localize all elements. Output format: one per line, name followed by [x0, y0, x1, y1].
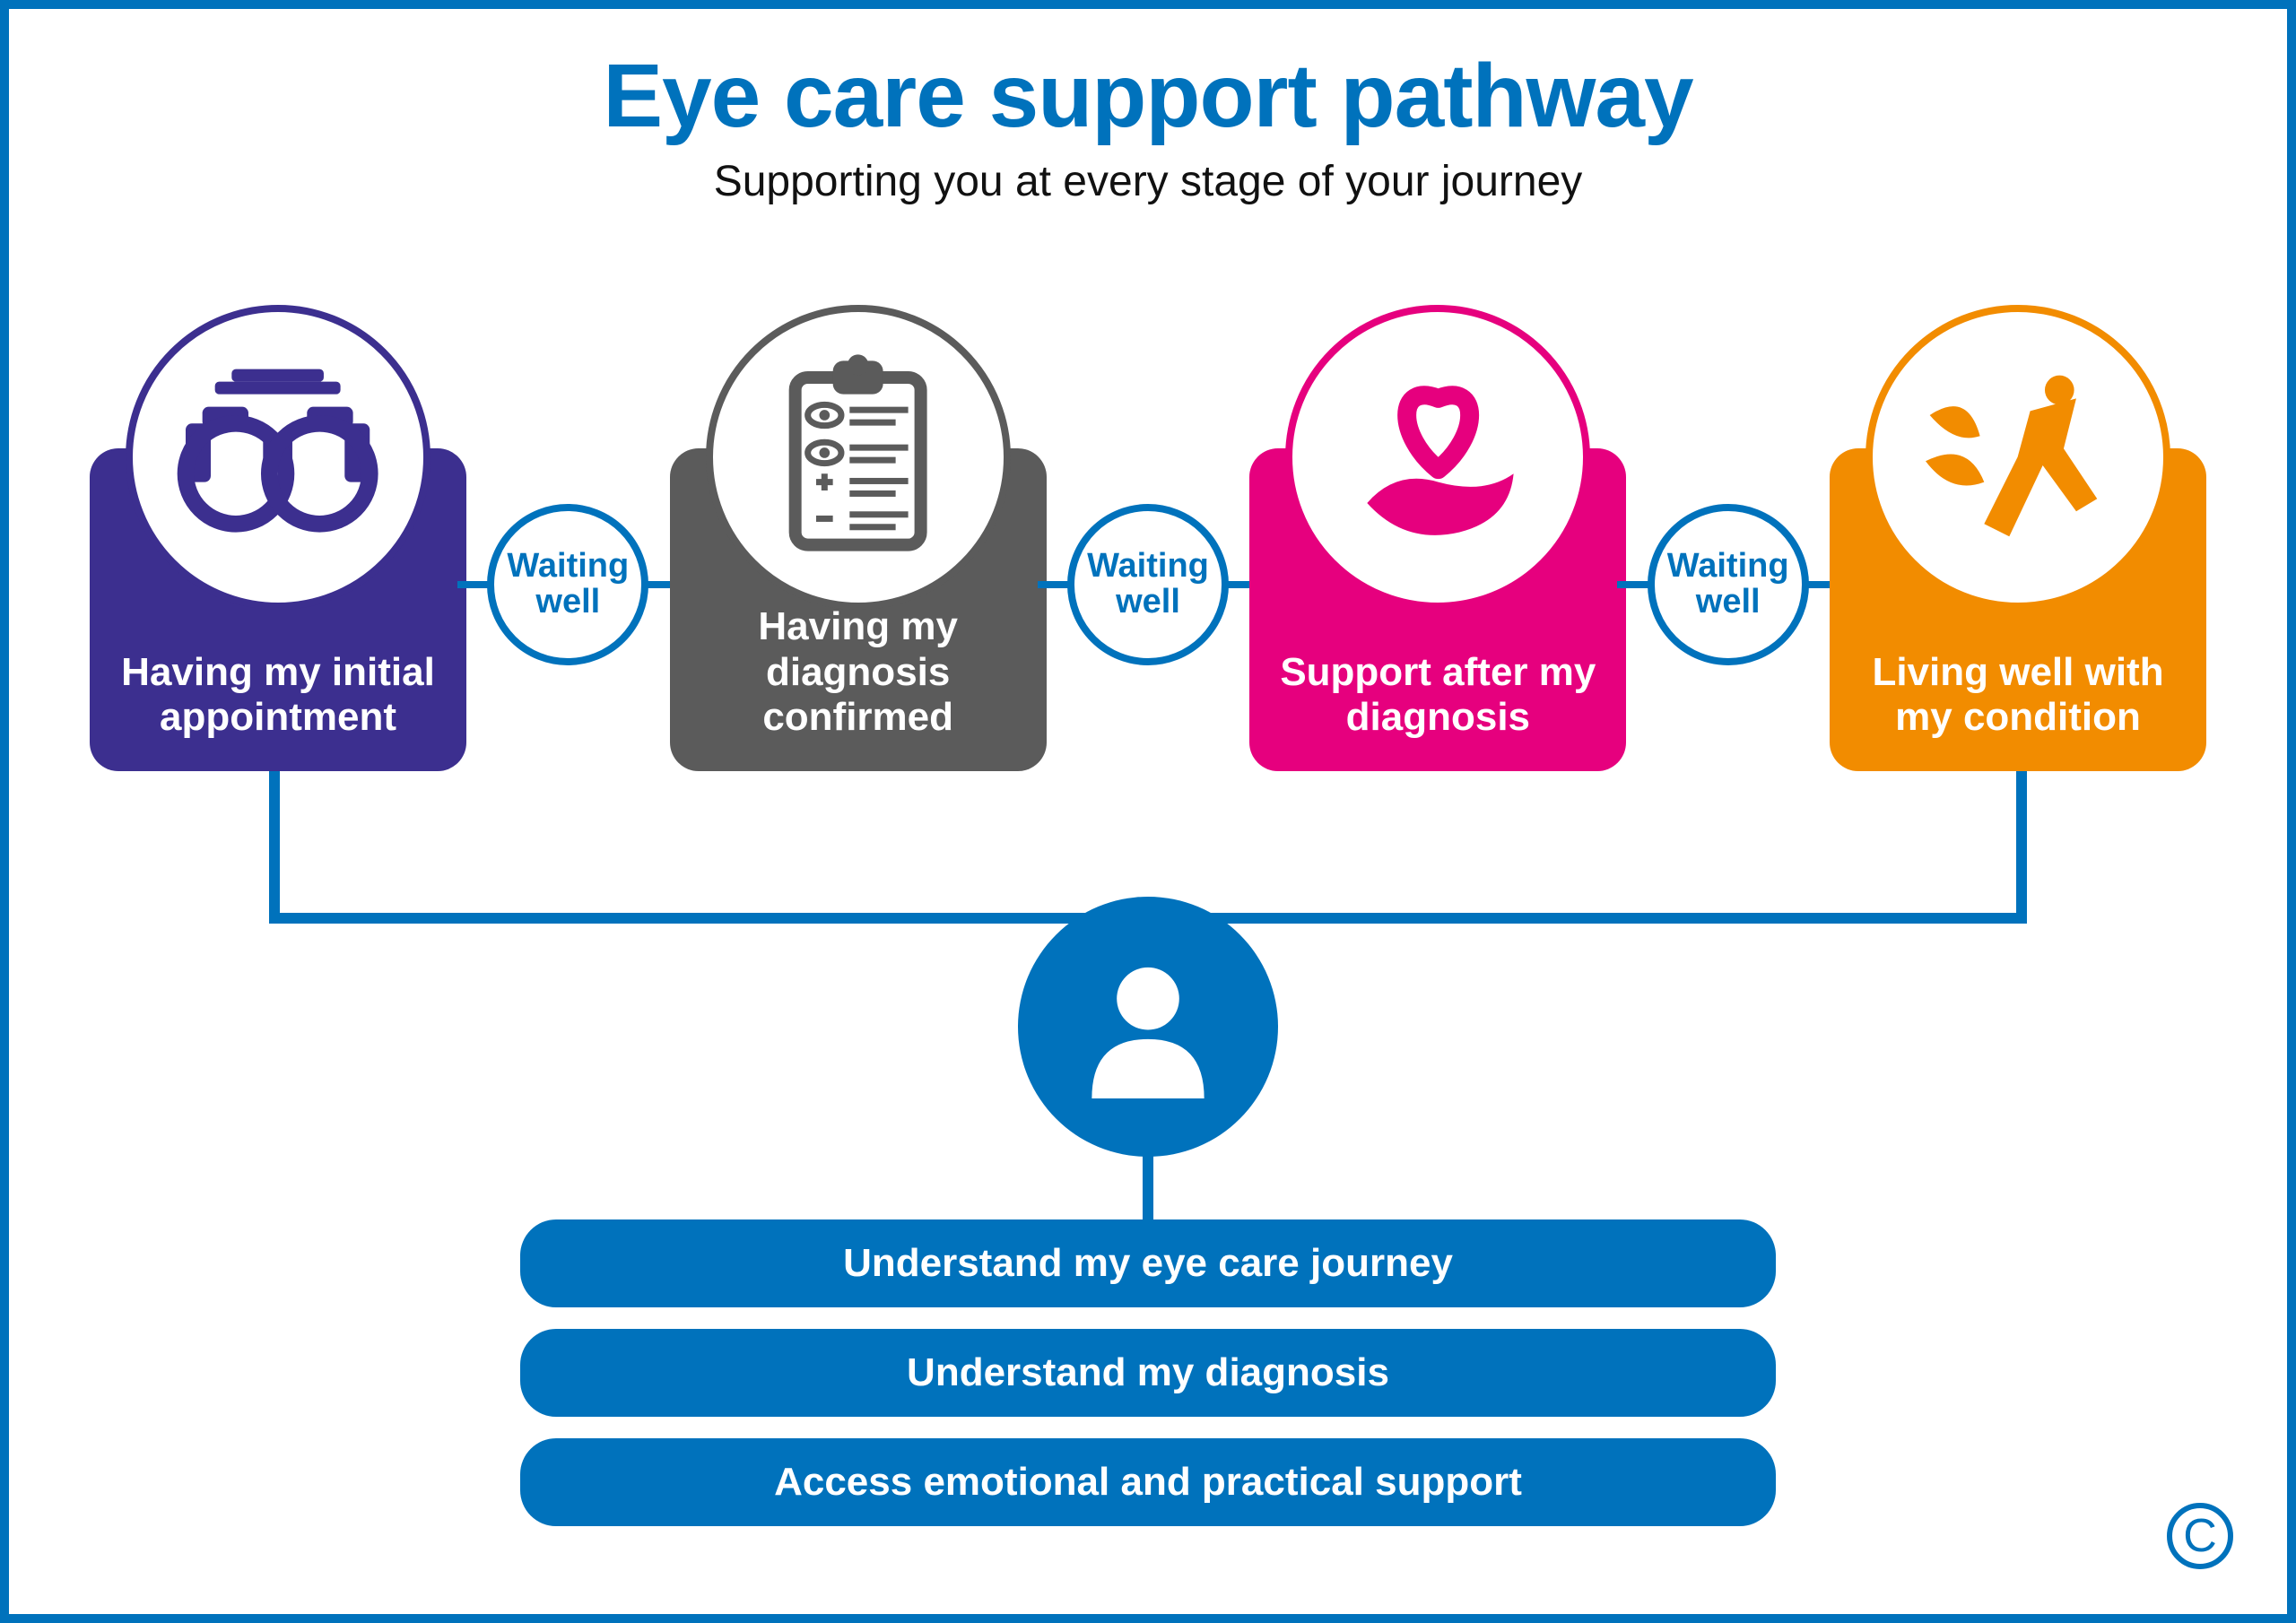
stage-icon-circle: [1866, 305, 2170, 610]
connector-segment: [2016, 771, 2027, 924]
stage-label: Having my initial appointment: [115, 650, 441, 741]
clipboard-eye-icon: [753, 352, 962, 561]
person-node: [1018, 897, 1278, 1157]
waiting-well-node: Waiting well: [1648, 504, 1809, 665]
stage-icon-circle: [1285, 305, 1590, 610]
connector: Waiting well: [1617, 581, 1839, 588]
waiting-well-node: Waiting well: [1067, 504, 1229, 665]
stage-diagnosis-confirmed: Having my diagnosis confirmed: [670, 305, 1047, 771]
stage-label: Living well with my condition: [1855, 650, 2181, 741]
connector: Waiting well: [457, 581, 679, 588]
support-pills: Understand my eye care journey Understan…: [520, 1219, 1776, 1526]
phoropter-icon: [173, 352, 382, 561]
page-title: Eye care support pathway: [36, 45, 2260, 148]
stage-label: Having my diagnosis confirmed: [695, 604, 1022, 741]
stage-support-after-diagnosis: Support after my diagnosis: [1249, 305, 1626, 771]
stage-initial-appointment: Having my initial appointment: [90, 305, 466, 771]
stage-icon-circle: [126, 305, 430, 610]
hand-heart-icon: [1334, 352, 1543, 561]
infographic-inner: Eye care support pathway Supporting you …: [36, 36, 2260, 1587]
copyright-mark: C: [2167, 1503, 2233, 1569]
connector: Waiting well: [1038, 581, 1259, 588]
infographic-frame: Eye care support pathway Supporting you …: [0, 0, 2296, 1623]
connector-segment: [269, 771, 280, 924]
waiting-well-node: Waiting well: [487, 504, 648, 665]
stage-living-well: Living well with my condition: [1830, 305, 2206, 771]
support-pill: Understand my diagnosis: [520, 1329, 1776, 1417]
support-pill: Access emotional and practical support: [520, 1438, 1776, 1526]
stages-row: Having my initial appointment: [90, 287, 2206, 789]
stage-label: Support after my diagnosis: [1274, 650, 1601, 741]
support-pill: Understand my eye care journey: [520, 1219, 1776, 1307]
active-person-icon: [1913, 352, 2122, 561]
stage-icon-circle: [706, 305, 1011, 610]
page-subtitle: Supporting you at every stage of your jo…: [36, 157, 2260, 206]
person-icon: [1070, 949, 1226, 1105]
